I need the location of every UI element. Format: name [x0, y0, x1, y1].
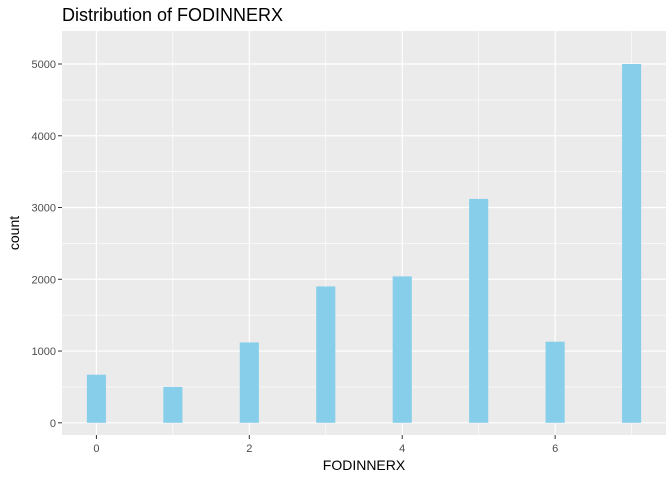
bar-7 — [622, 64, 642, 423]
bar-1 — [163, 386, 183, 423]
x-axis: 0 2 4 6 — [93, 435, 558, 455]
x-tick-label: 6 — [552, 443, 558, 455]
y-tick-label: 2000 — [32, 274, 56, 286]
bar-3 — [316, 286, 336, 423]
y-axis-title: count — [6, 216, 22, 250]
x-axis-title: FODINNERX — [323, 457, 406, 473]
y-tick-label: 3000 — [32, 203, 56, 215]
y-tick-label: 1000 — [32, 346, 56, 358]
x-tick-label: 2 — [246, 443, 252, 455]
bar-2 — [239, 342, 259, 423]
chart-title: Distribution of FODINNERX — [62, 5, 283, 25]
plot-panel — [62, 31, 666, 435]
y-tick-label: 0 — [50, 418, 56, 430]
y-tick-label: 5000 — [32, 59, 56, 71]
bar-0 — [86, 374, 106, 423]
bar-6 — [545, 341, 565, 423]
bar-5 — [469, 198, 489, 423]
major-gridlines — [62, 31, 666, 435]
x-tick-label: 4 — [399, 443, 405, 455]
y-tick-label: 4000 — [32, 131, 56, 143]
y-axis: 0 1000 2000 3000 4000 5000 — [32, 59, 62, 430]
bar-4 — [392, 276, 412, 423]
x-tick-label: 0 — [93, 443, 99, 455]
bars-group — [86, 64, 642, 423]
